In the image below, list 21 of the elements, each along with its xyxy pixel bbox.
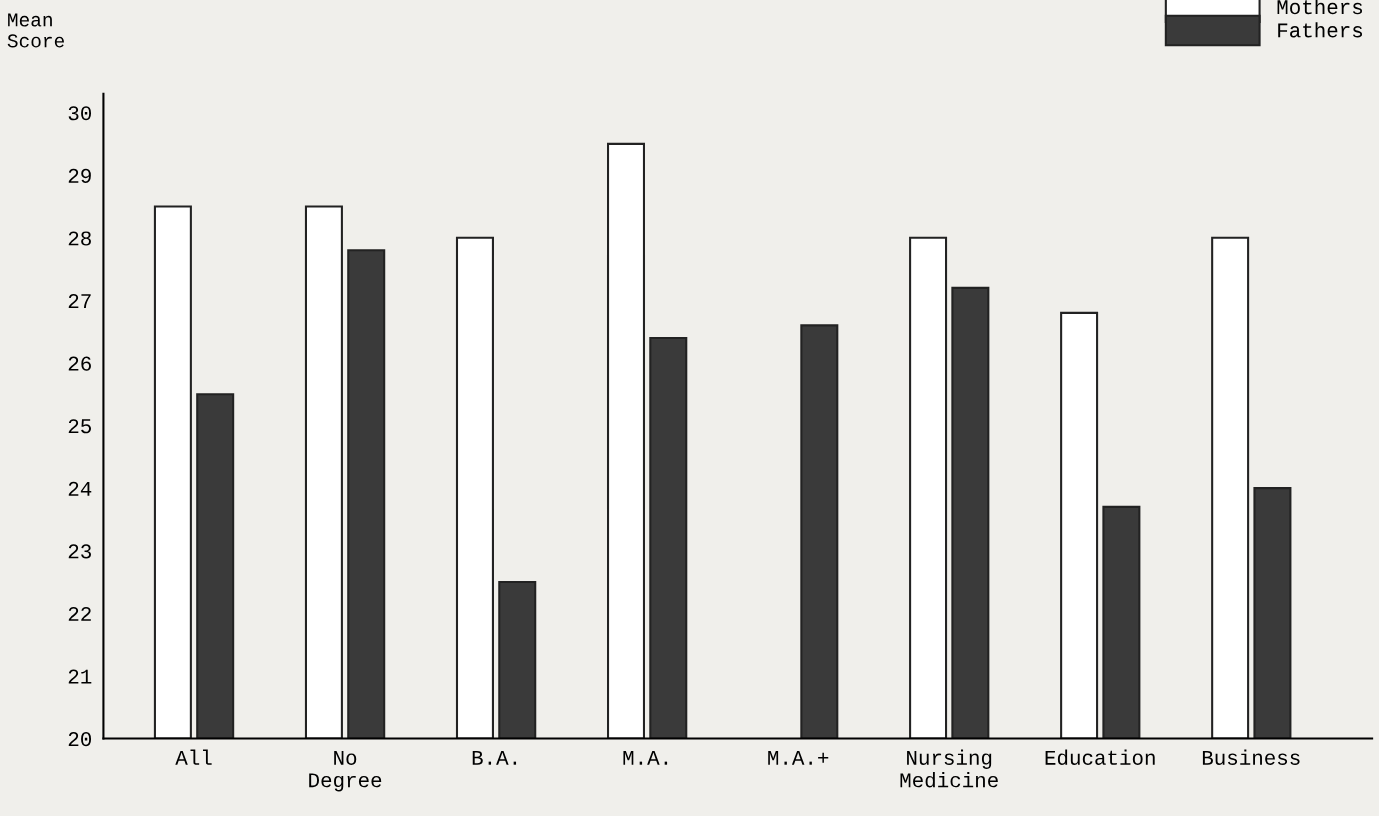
- x-tick-label: Business: [1202, 749, 1300, 765]
- y-tick-label: 27: [68, 293, 91, 308]
- y-tick-label: 30: [68, 106, 92, 121]
- x-tick-label: M.A.+: [768, 750, 829, 765]
- y-tick-label: 29: [68, 168, 91, 183]
- y-tick-label: 24: [68, 481, 92, 496]
- x-tick-label: All: [175, 749, 212, 765]
- x-tick-label: Education: [1045, 749, 1155, 765]
- y-tick-label: 25: [68, 419, 91, 434]
- y-tick-label: 22: [68, 606, 91, 621]
- legend-label: Fathers: [1278, 22, 1363, 38]
- x-tick-label: No Degree: [309, 750, 382, 792]
- y-axis-title: Mean Score: [7, 13, 64, 48]
- y-tick-label: 26: [68, 356, 91, 371]
- y-tick-label: 28: [68, 231, 91, 246]
- y-tick-label: 20: [68, 732, 92, 747]
- x-tick-label: Nursing Medicine: [900, 749, 998, 788]
- y-tick-label: 23: [68, 544, 91, 559]
- x-tick-label: M.A.: [623, 750, 668, 765]
- y-tick-label: 21: [68, 669, 92, 684]
- x-tick-label: B.A.: [472, 750, 517, 765]
